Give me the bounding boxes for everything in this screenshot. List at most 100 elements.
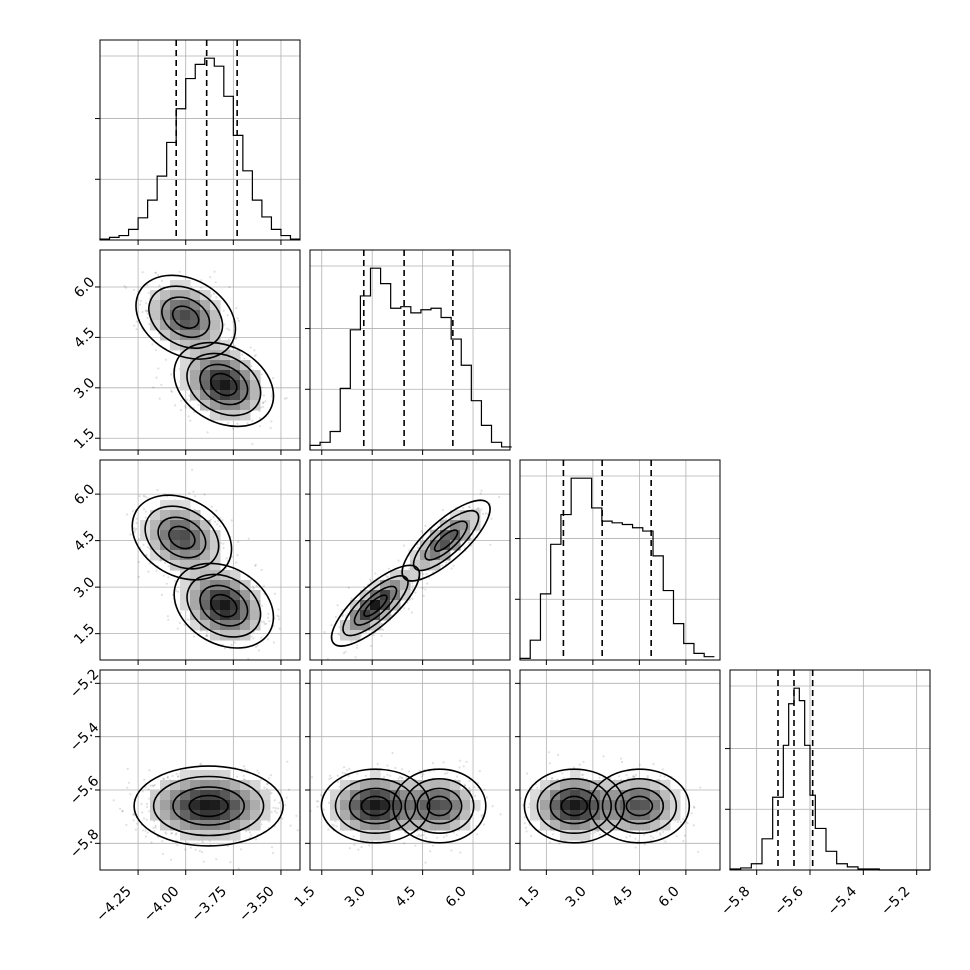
scatter-point (206, 634, 209, 637)
density-cell (190, 380, 201, 391)
density-cell (160, 800, 171, 811)
scatter-point (363, 586, 366, 589)
scatter-point (161, 840, 164, 843)
scatter-point (148, 797, 151, 800)
scatter-point (254, 838, 258, 841)
density-cell (460, 510, 471, 521)
scatter-point (327, 828, 330, 831)
scatter-point (121, 810, 124, 813)
scatter-point (260, 620, 263, 623)
panel-4-1-frame (99, 669, 301, 871)
density-cell (220, 800, 231, 811)
scatter-point (192, 635, 196, 638)
scatter-point (235, 775, 238, 778)
density-cell (250, 380, 261, 391)
scatter-point (400, 776, 403, 779)
scatter-point (154, 824, 157, 828)
density-cell (200, 590, 211, 601)
scatter-point (265, 782, 268, 786)
contour-level-1 (330, 564, 421, 647)
density-cell (180, 340, 191, 351)
scatter-point (462, 765, 465, 768)
scatter-point (307, 850, 309, 852)
scatter-point (273, 799, 276, 802)
density-cell (230, 820, 241, 831)
scatter-point (512, 469, 514, 471)
scatter-point (112, 799, 115, 802)
scatter-point (483, 823, 486, 826)
scatter-point (267, 612, 270, 616)
scatter-point (408, 567, 411, 570)
scatter-point (174, 580, 177, 583)
density-cell (210, 330, 221, 341)
density-cell (260, 800, 271, 811)
panel-3-2-content (323, 469, 514, 660)
density-cell (450, 530, 461, 541)
scatter-point (210, 505, 213, 508)
density-cell (210, 560, 221, 571)
scatter-point (498, 495, 501, 499)
density-cell (190, 610, 201, 621)
scatter-point (266, 665, 268, 667)
scatter-point (144, 835, 148, 838)
density-cell (150, 520, 161, 531)
scatter-point (152, 386, 155, 389)
scatter-point (263, 786, 266, 789)
density-cell (180, 500, 191, 511)
contour-level-2 (186, 352, 262, 417)
scatter-point (160, 383, 163, 386)
scatter-point (223, 323, 226, 326)
density-cell (350, 620, 361, 631)
density-cell (400, 580, 411, 591)
scatter-point (336, 780, 339, 783)
scatter-point (176, 627, 179, 630)
density-cell (420, 560, 431, 571)
density-cell (200, 810, 211, 821)
scatter-point (152, 784, 155, 788)
scatter-point (322, 808, 326, 811)
scatter-point (194, 495, 197, 498)
density-cell (150, 810, 161, 821)
density-cell (190, 790, 201, 801)
scatter-point (270, 846, 274, 849)
scatter-point (142, 494, 145, 497)
scatter-point (175, 832, 178, 835)
scatter-point (142, 543, 145, 546)
density-cell (200, 600, 211, 611)
density-cell (250, 610, 261, 621)
scatter-point (189, 419, 192, 422)
density-cell (190, 530, 201, 541)
scatter-point (135, 527, 138, 531)
density-cell (180, 510, 191, 521)
histogram-1-steps (99, 57, 300, 240)
scatter-point (221, 643, 224, 646)
scatter-point (142, 817, 146, 820)
scatter-point (315, 800, 318, 803)
scatter-point (230, 336, 233, 339)
scatter-point (389, 774, 392, 777)
scatter-point (156, 488, 159, 492)
scatter-point (441, 564, 444, 567)
density-cell (220, 830, 231, 841)
density-cell (200, 620, 211, 631)
density-cell (440, 540, 451, 551)
scatter-point (442, 836, 446, 839)
scatter-point (262, 401, 265, 404)
scatter-point (426, 582, 429, 585)
scatter-point (468, 505, 471, 508)
scatter-point (223, 647, 227, 650)
scatter-point (152, 826, 155, 829)
scatter-point (154, 826, 157, 829)
contour-level-4 (171, 305, 200, 329)
scatter-point (129, 793, 132, 796)
scatter-point (262, 584, 265, 588)
contour-level-1 (133, 765, 284, 847)
scatter-point (380, 628, 383, 631)
scatter-point (144, 829, 147, 832)
scatter-point (222, 542, 225, 545)
scatter-point (394, 766, 397, 770)
scatter-point (422, 833, 425, 837)
density-cell (250, 390, 261, 401)
density-cell (380, 790, 391, 801)
density-cell (160, 530, 171, 541)
